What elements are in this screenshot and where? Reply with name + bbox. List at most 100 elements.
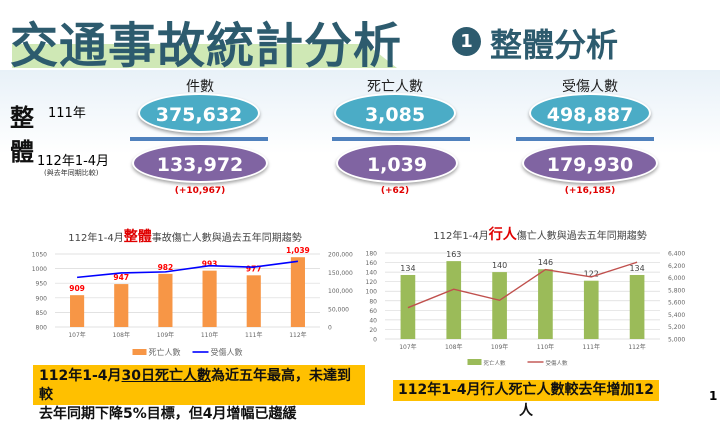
line-injured [77, 260, 299, 279]
x-axis-tick: 109年 [491, 343, 508, 351]
left-axis-tick: 60 [369, 308, 377, 315]
bar-109年 [158, 273, 173, 327]
chart-title-highlight: 整體 [123, 229, 152, 245]
x-axis-tick: 112年 [289, 331, 306, 339]
bar-109年 [492, 272, 507, 339]
x-axis-tick: 110年 [201, 331, 218, 339]
data-label: 982 [158, 263, 174, 272]
chart-title-suffix: 傷亡人數與過去五年同期趨勢 [516, 231, 647, 242]
legend-line-label: 受傷人數 [211, 347, 243, 357]
year-111-label: 111年 [48, 106, 86, 121]
divider-deaths [332, 137, 470, 141]
deaths-112-value: 1,039 [336, 143, 458, 183]
left-axis-tick: 900 [36, 295, 48, 302]
deaths-diff: (+62) [380, 186, 410, 196]
x-axis-tick: 111年 [583, 343, 600, 351]
page-number: 1 [709, 389, 718, 403]
legend-bar-label: 死亡人數 [484, 359, 507, 367]
bar-112年 [629, 274, 645, 339]
left-axis-tick: 120 [366, 279, 378, 286]
cases-111-value: 375,632 [138, 93, 260, 133]
chart-title-suffix: 事故傷亡人數與過去五年同期趨勢 [151, 233, 302, 244]
data-label: 140 [492, 261, 507, 270]
divider-injuries [516, 137, 654, 141]
header-deaths: 死亡人數 [367, 79, 423, 95]
deaths-111-value: 3,085 [334, 93, 456, 133]
note-underlined: 30日死亡人數 [121, 368, 212, 384]
bar-111年 [583, 280, 599, 339]
year-112-label: 112年1-4月 [37, 154, 110, 169]
pedestrian-note: 112年1-4月行人死亡人數較去年增加12人 [393, 380, 659, 419]
chart-title-highlight: 行人 [488, 227, 517, 243]
chart-title-prefix: 112年1-4月 [433, 231, 489, 242]
section-title: 整體分析 [490, 26, 619, 64]
bar-112年 [290, 257, 305, 327]
data-label: 134 [629, 264, 644, 273]
note-text: 112年1-4月 [39, 368, 122, 384]
bar-108年 [114, 284, 129, 327]
page-title: 交通事故統計分析 [10, 18, 403, 74]
left-axis-tick: 0 [373, 337, 377, 344]
right-axis-tick: 50,000 [328, 306, 349, 313]
divider-cases [130, 137, 268, 141]
x-axis-tick: 107年 [68, 331, 85, 339]
right-axis-tick: 6,400 [668, 251, 685, 258]
right-axis-tick: 5,200 [668, 324, 685, 331]
chart-pedestrian: 0 20 40 60 80 100 120 140 160 180 5,000 5,200 5,400 5… [366, 250, 686, 367]
x-axis-tick: 108年 [113, 331, 130, 339]
right-axis-tick: 5,600 [668, 300, 685, 307]
row-label-char-2: 體 [10, 138, 34, 166]
compare-note: (與去年同期比較) [44, 169, 99, 177]
legend-bar-swatch [467, 359, 482, 365]
cases-112-value: 133,972 [132, 143, 268, 183]
data-label: 1,039 [286, 246, 310, 255]
x-axis-tick: 112年 [628, 343, 645, 351]
injuries-111-value: 498,887 [529, 93, 651, 133]
left-axis-tick: 180 [366, 251, 378, 258]
note-text: 去年同期下降5%目標，但4月增幅已趨緩 [39, 406, 297, 422]
right-axis-tick: 6,000 [668, 275, 685, 282]
right-axis-tick: 200,000 [328, 252, 353, 259]
header-injuries: 受傷人數 [562, 79, 618, 95]
x-axis-tick: 108年 [445, 343, 462, 351]
chart-pedestrian-title: 112年1-4月行人傷亡人數與過去五年同期趨勢 [360, 224, 720, 244]
bar-111年 [246, 275, 261, 327]
data-label: 146 [538, 258, 553, 267]
x-axis-tick: 111年 [245, 331, 262, 339]
header-cases: 件數 [186, 79, 214, 95]
title-underline-band [12, 44, 397, 68]
legend-bar-label: 死亡人數 [149, 347, 181, 357]
line-injured [407, 261, 638, 309]
legend-bar-swatch [132, 349, 147, 355]
bar-107年 [70, 295, 85, 327]
cases-diff: (+10,967) [174, 186, 226, 196]
right-axis-tick: 6,200 [668, 263, 685, 270]
injuries-112-value: 179,930 [522, 143, 658, 183]
left-axis-tick: 100 [366, 289, 378, 296]
data-label: 163 [446, 250, 461, 259]
left-axis-tick: 850 [36, 310, 48, 317]
section-number-badge: 1 [452, 27, 481, 56]
left-axis-tick: 800 [36, 325, 48, 332]
data-label: 122 [584, 270, 599, 279]
overall-note: 112年1-4月30日死亡人數為近五年最高，未達到較 去年同期下降5%目標，但4… [33, 365, 365, 422]
right-axis-tick: 100,000 [328, 288, 353, 295]
left-axis-tick: 80 [369, 298, 377, 305]
x-axis-tick: 107年 [399, 343, 416, 351]
data-label: 993 [202, 260, 218, 269]
left-axis-tick: 20 [369, 327, 377, 334]
row-label-char-1: 整 [10, 104, 34, 132]
right-axis-tick: 5,400 [668, 312, 685, 319]
chart-overall: 800 850 900 950 1000 1050 0 50,000 100,000 150,00… [32, 246, 353, 357]
right-axis-tick: 0 [328, 325, 332, 332]
left-axis-tick: 140 [366, 270, 378, 277]
legend-line-label: 受傷人數 [546, 359, 569, 367]
right-axis-tick: 150,000 [328, 270, 353, 277]
right-axis-tick: 5,800 [668, 287, 685, 294]
right-axis-tick: 5,000 [668, 337, 685, 344]
bar-110年 [202, 270, 217, 327]
data-label: 977 [246, 264, 262, 273]
bar-110年 [538, 269, 553, 339]
chart-title-prefix: 112年1-4月 [68, 233, 124, 244]
data-label: 134 [400, 264, 415, 273]
